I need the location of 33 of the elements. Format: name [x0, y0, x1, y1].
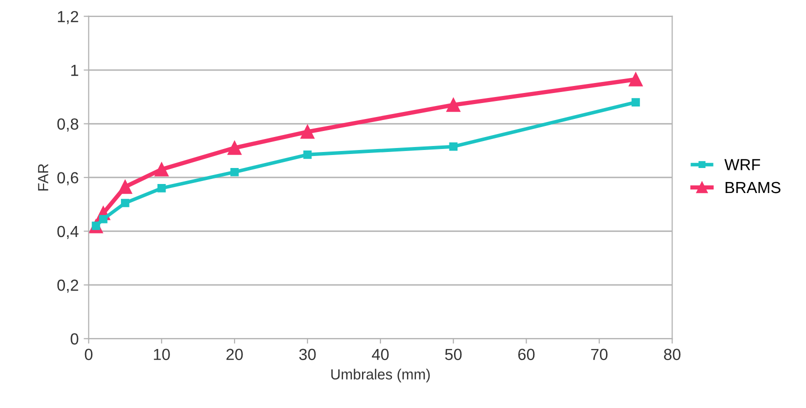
- point: [628, 72, 643, 86]
- x-tick-label: 60: [518, 348, 535, 360]
- point: [154, 162, 169, 176]
- point: [300, 124, 314, 139]
- x-tick-label: 70: [591, 348, 608, 360]
- y-tick-label: 1,2: [58, 10, 78, 24]
- point: [228, 140, 242, 155]
- point: [632, 98, 640, 106]
- x-tick-label: 30: [299, 348, 316, 360]
- x-tick-label: 10: [154, 348, 170, 360]
- legend-label: BRAMS: [726, 182, 780, 194]
- y-tick-label: 0,2: [57, 280, 78, 293]
- y-tick-label: 1: [71, 64, 78, 76]
- y-tick-label: 0,6: [57, 172, 78, 186]
- point: [449, 142, 458, 151]
- y-tick-label: 0,8: [57, 118, 78, 132]
- y-tick-label: 0,4: [57, 226, 78, 240]
- x-tick-label: 20: [226, 348, 243, 360]
- x-tick-label: 50: [445, 348, 462, 360]
- point: [303, 150, 312, 159]
- point: [230, 168, 239, 176]
- x-axis-title: Umbrales (mm): [331, 368, 430, 382]
- x-tick-label: 0: [84, 348, 92, 360]
- point: [120, 198, 130, 208]
- legend-label: WRF: [724, 159, 760, 170]
- y-tick-label: 0: [70, 333, 78, 345]
- y-axis-title: FAR: [38, 164, 48, 190]
- point: [157, 184, 166, 192]
- point: [118, 180, 132, 194]
- point: [99, 214, 108, 224]
- x-tick-label: 40: [372, 348, 389, 360]
- x-tick-label: 80: [664, 348, 680, 360]
- point: [446, 98, 460, 112]
